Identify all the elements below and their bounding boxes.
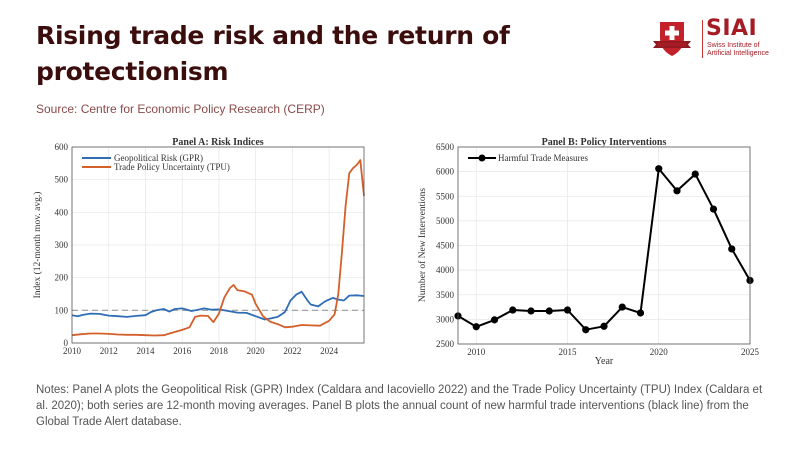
x-tick-label: 2012 <box>100 346 118 356</box>
logo-subtitle-line2: Artificial Intelligence <box>707 50 769 57</box>
y-tick-label: 100 <box>55 305 69 315</box>
panel-b-ylabel: Number of New Interventions <box>417 188 428 303</box>
panel-a-ticks: 2010 2012 2014 2016 2018 2020 2022 2024 0 100 200 3… <box>55 142 339 356</box>
panel-b-ticks: 2010 2015 2020 2025 2500 3000 3500 4000 4500 5000… <box>436 142 760 357</box>
panel-b-frame <box>457 146 751 345</box>
y-tick-label: 4500 <box>436 241 455 251</box>
panel-a-legend: Geopolitical Risk (GPR) Trade Policy Unc… <box>82 153 230 172</box>
data-point <box>472 323 480 331</box>
x-tick-label: 2010 <box>63 346 82 356</box>
siai-logo: SIAI Swiss Institute of Artificial Intel… <box>650 16 770 60</box>
y-tick-label: 3500 <box>436 290 455 300</box>
logo-subtitle-line1: Swiss Institute of <box>707 42 760 49</box>
shield-icon <box>653 22 691 56</box>
x-tick-label: 2016 <box>173 346 192 356</box>
data-point <box>563 306 572 314</box>
data-point <box>655 165 663 173</box>
y-tick-label: 200 <box>55 273 69 283</box>
legend-tpu-label: Trade Policy Uncertainty (TPU) <box>114 162 230 172</box>
data-point <box>527 307 535 315</box>
source-caption: Source: Centre for Economic Policy Resea… <box>36 102 325 116</box>
data-point <box>636 309 645 317</box>
panel-a-title: Panel A: Risk Indices <box>172 137 264 148</box>
data-point <box>709 205 718 213</box>
legend-gpr-label: Geopolitical Risk (GPR) <box>114 153 203 163</box>
x-tick-label: 2020 <box>650 347 669 357</box>
panel-a-series <box>71 159 365 337</box>
x-tick-label: 2022 <box>283 346 301 356</box>
y-tick-label: 6000 <box>436 167 455 177</box>
x-tick-label: 2010 <box>467 347 486 357</box>
y-tick-label: 500 <box>55 175 69 185</box>
x-tick-label: 2025 <box>741 347 760 357</box>
y-tick-label: 3000 <box>436 314 455 324</box>
page-title: Rising trade risk and the return of prot… <box>36 21 510 86</box>
data-point <box>545 307 553 315</box>
legend-htm-marker <box>478 154 486 162</box>
data-point <box>673 187 681 195</box>
logo-divider <box>702 20 703 58</box>
panel-b: Panel B: Policy Interventions 2010 2015 20… <box>417 137 760 367</box>
y-tick-label: 0 <box>64 338 69 348</box>
y-tick-label: 300 <box>55 240 69 250</box>
x-tick-label: 2024 <box>320 346 339 356</box>
notes: Notes: Panel A plots the Geopolitical Ri… <box>36 384 763 428</box>
y-tick-label: 6500 <box>436 142 455 152</box>
panel-a: Panel A: Risk Indices 2010 2012 2014 2016 20… <box>32 137 365 356</box>
y-tick-label: 4000 <box>436 265 455 275</box>
data-point <box>509 306 517 314</box>
data-point <box>490 316 499 324</box>
y-tick-label: 400 <box>55 207 69 217</box>
data-point <box>618 303 626 311</box>
panel-a-frame <box>71 146 365 344</box>
data-point <box>600 322 608 330</box>
panel-b-xlabel: Year <box>595 356 614 367</box>
panel-b-legend: Harmful Trade Measures <box>468 153 588 163</box>
x-tick-label: 2018 <box>210 346 229 356</box>
panel-a-ylabel: Index (12-month mov. avg.) <box>32 192 43 299</box>
panel-b-title: Panel B: Policy Interventions <box>542 137 667 148</box>
x-tick-label: 2014 <box>136 346 155 356</box>
x-tick-label: 2015 <box>559 347 578 357</box>
x-tick-label: 2020 <box>247 346 266 356</box>
data-point <box>728 245 736 253</box>
legend-htm-label: Harmful Trade Measures <box>498 153 588 163</box>
data-point <box>582 326 590 334</box>
data-point <box>691 170 699 178</box>
y-tick-label: 5500 <box>436 191 455 201</box>
y-tick-label: 600 <box>55 142 69 152</box>
series-line-0 <box>71 290 365 321</box>
series-line-1 <box>71 159 365 337</box>
panel-b-series <box>454 165 754 334</box>
panel-b-grid <box>458 146 751 345</box>
series-line-0 <box>457 167 751 331</box>
y-tick-label: 2500 <box>436 339 455 349</box>
logo-subtitle: Swiss Institute of Artificial Intelligen… <box>707 42 777 58</box>
y-tick-label: 5000 <box>436 216 455 226</box>
logo-wordmark: SIAI <box>706 16 758 41</box>
